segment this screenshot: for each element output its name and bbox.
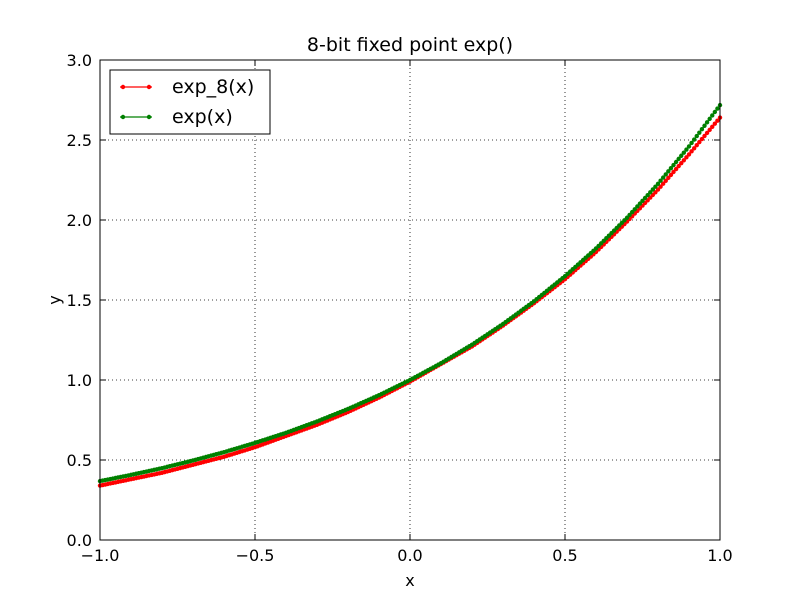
series-point <box>679 161 684 166</box>
series-point <box>666 169 671 174</box>
grid-layer <box>100 60 720 540</box>
series-1 <box>97 102 723 484</box>
series-point <box>676 163 681 169</box>
y-tick-label: 0.5 <box>67 451 92 470</box>
series-point <box>712 121 718 126</box>
y-tick-label: 2.0 <box>67 211 92 230</box>
series-point <box>715 106 720 111</box>
legend: exp_8(x) exp(x) <box>109 69 271 135</box>
legend-marker-exp <box>120 114 126 120</box>
series-point <box>673 166 679 172</box>
y-tick-label: 3.0 <box>67 51 92 70</box>
series-layer <box>97 102 723 488</box>
y-tick-label: 0.0 <box>67 531 92 550</box>
series-point <box>627 212 632 218</box>
series-point <box>653 184 658 189</box>
series-point <box>671 169 676 175</box>
series-point <box>702 123 707 128</box>
series-point <box>642 195 648 201</box>
y-tick-label: 1.0 <box>67 371 92 390</box>
series-point <box>635 204 640 209</box>
legend-entry-exp: exp(x) <box>120 106 233 128</box>
series-point <box>660 181 666 186</box>
series-point <box>648 190 653 195</box>
series-point <box>686 152 692 157</box>
series-point <box>702 133 707 139</box>
series-point <box>640 198 645 203</box>
series-point <box>681 158 687 163</box>
series-point <box>689 149 694 154</box>
legend-marker-exp8 <box>120 84 126 90</box>
series-point <box>697 139 702 145</box>
series-point <box>658 184 663 189</box>
series-point <box>691 146 697 151</box>
series-point <box>684 147 689 152</box>
series-point <box>660 175 666 180</box>
series-point <box>710 113 715 118</box>
series-point <box>655 181 661 187</box>
ticks-layer: −1.0 −0.5 0.0 0.5 1.0 0.0 0.5 1.0 1.5 2.0 2.5 3.0 <box>67 51 733 565</box>
series-point <box>697 130 702 135</box>
series-point <box>699 127 705 132</box>
series-point <box>710 124 715 129</box>
series-point <box>676 156 681 162</box>
series-point <box>686 144 692 149</box>
legend-marker-exp-end <box>146 114 152 120</box>
series-point <box>629 209 635 215</box>
series-point <box>684 155 689 160</box>
series-point <box>679 153 684 158</box>
series-point <box>671 162 676 168</box>
series-point <box>691 137 697 142</box>
x-tick-label: 0.5 <box>552 546 577 565</box>
series-point <box>707 127 712 133</box>
series-point <box>704 120 710 125</box>
plot-frame <box>99 59 721 541</box>
series-point <box>658 178 663 183</box>
series-point <box>666 175 671 181</box>
series-point <box>645 192 650 198</box>
series-point <box>663 172 668 177</box>
legend-marker-exp8-end <box>146 84 152 90</box>
y-tick-label: 1.5 <box>67 291 92 310</box>
series-point <box>689 140 694 146</box>
x-tick-label: −1.0 <box>81 546 120 565</box>
legend-label-exp8: exp_8(x) <box>172 76 254 98</box>
x-tick-label: 1.0 <box>707 546 732 565</box>
chart-title: 8-bit fixed point exp() <box>307 34 513 56</box>
series-point <box>624 215 630 220</box>
series-point <box>681 150 687 155</box>
legend-frame <box>109 69 271 135</box>
x-tick-label: −0.5 <box>236 546 275 565</box>
series-point <box>704 130 710 136</box>
series-point <box>715 118 720 123</box>
series-point <box>673 159 679 165</box>
x-tick-label: 0.0 <box>397 546 422 565</box>
series-point <box>668 166 674 171</box>
series-point <box>632 207 637 212</box>
series-point <box>699 136 705 142</box>
y-axis-label: y <box>45 295 64 304</box>
legend-label-exp: exp(x) <box>172 106 233 128</box>
series-point <box>707 116 712 122</box>
series-point <box>712 109 718 115</box>
legend-entry-exp8: exp_8(x) <box>120 76 254 98</box>
series-point <box>637 201 643 206</box>
series-point <box>655 187 661 192</box>
series-point <box>694 133 699 139</box>
series-point <box>668 172 674 178</box>
x-axis-label: x <box>405 571 414 590</box>
y-tick-label: 2.5 <box>67 131 92 150</box>
series-point <box>650 187 656 192</box>
series-point <box>694 143 699 148</box>
series-point <box>663 178 668 183</box>
